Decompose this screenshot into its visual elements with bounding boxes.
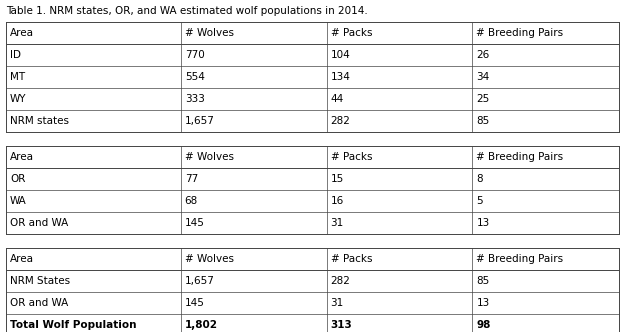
Text: # Breeding Pairs: # Breeding Pairs <box>476 254 564 264</box>
Text: MT: MT <box>10 72 25 82</box>
Text: 134: 134 <box>331 72 351 82</box>
Text: # Breeding Pairs: # Breeding Pairs <box>476 152 564 162</box>
Text: 13: 13 <box>476 218 490 228</box>
Text: 25: 25 <box>476 94 490 104</box>
Text: WA: WA <box>10 196 27 206</box>
Text: 31: 31 <box>331 218 344 228</box>
Text: 1,657: 1,657 <box>185 276 214 286</box>
Text: 68: 68 <box>185 196 198 206</box>
Text: Area: Area <box>10 152 34 162</box>
Text: 770: 770 <box>185 50 204 60</box>
Text: 85: 85 <box>476 276 490 286</box>
Text: 16: 16 <box>331 196 344 206</box>
Text: # Packs: # Packs <box>331 152 372 162</box>
Text: # Breeding Pairs: # Breeding Pairs <box>476 28 564 38</box>
Text: 282: 282 <box>331 116 351 126</box>
Text: NRM states: NRM states <box>10 116 69 126</box>
Text: 85: 85 <box>476 116 490 126</box>
Text: 13: 13 <box>476 298 490 308</box>
Text: 5: 5 <box>476 196 483 206</box>
Text: 145: 145 <box>185 298 204 308</box>
Text: 313: 313 <box>331 320 352 330</box>
Text: 31: 31 <box>331 298 344 308</box>
Text: 1,657: 1,657 <box>185 116 214 126</box>
Text: 77: 77 <box>185 174 198 184</box>
Text: 282: 282 <box>331 276 351 286</box>
Text: ID: ID <box>10 50 21 60</box>
Text: # Packs: # Packs <box>331 28 372 38</box>
Text: Area: Area <box>10 28 34 38</box>
Text: # Wolves: # Wolves <box>185 28 234 38</box>
Text: 1,802: 1,802 <box>185 320 218 330</box>
Text: Table 1. NRM states, OR, and WA estimated wolf populations in 2014.: Table 1. NRM states, OR, and WA estimate… <box>6 6 368 16</box>
Text: 8: 8 <box>476 174 483 184</box>
Text: # Packs: # Packs <box>331 254 372 264</box>
Text: # Wolves: # Wolves <box>185 254 234 264</box>
Text: 104: 104 <box>331 50 351 60</box>
Text: 333: 333 <box>185 94 204 104</box>
Text: OR and WA: OR and WA <box>10 298 68 308</box>
Text: OR and WA: OR and WA <box>10 218 68 228</box>
Text: 145: 145 <box>185 218 204 228</box>
Text: 98: 98 <box>476 320 491 330</box>
Text: 15: 15 <box>331 174 344 184</box>
Text: 34: 34 <box>476 72 490 82</box>
Text: OR: OR <box>10 174 26 184</box>
Text: 26: 26 <box>476 50 490 60</box>
Text: Area: Area <box>10 254 34 264</box>
Text: NRM States: NRM States <box>10 276 70 286</box>
Text: WY: WY <box>10 94 26 104</box>
Text: # Wolves: # Wolves <box>185 152 234 162</box>
Text: 44: 44 <box>331 94 344 104</box>
Text: Total Wolf Population: Total Wolf Population <box>10 320 136 330</box>
Text: 554: 554 <box>185 72 204 82</box>
